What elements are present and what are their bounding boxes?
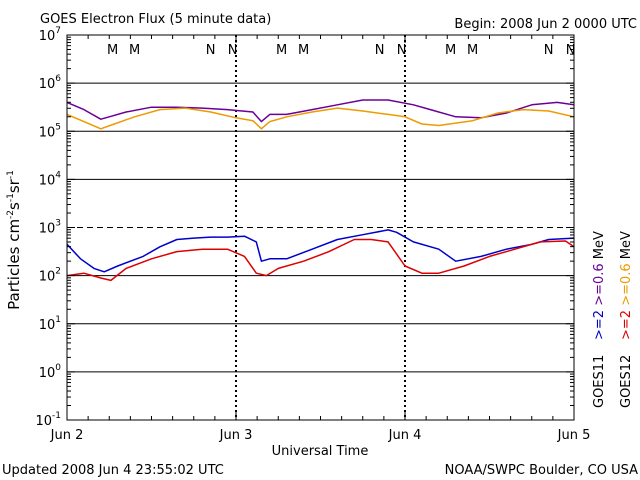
- marker-n: N: [228, 43, 238, 58]
- marker-n: N: [397, 43, 407, 58]
- marker-m: M: [467, 43, 478, 58]
- marker-n: N: [375, 43, 385, 58]
- y-axis: 107 106 105 104 103 102 101 100 10-1: [35, 26, 574, 429]
- legend-goes11: GOES11: [592, 355, 607, 408]
- marker-m: M: [445, 43, 456, 58]
- marker-m: M: [298, 43, 309, 58]
- updated-timestamp: Updated 2008 Jun 4 23:55:02 UTC: [2, 463, 224, 478]
- data-source: NOAA/SWPC Boulder, CO USA: [445, 463, 638, 478]
- x-tick-label: Jun 3: [219, 428, 253, 443]
- y-tick-label: 10-1: [35, 411, 61, 429]
- legend-goes12: GOES12: [619, 355, 634, 408]
- legend-goes11-channels: >=2 >=0.6 MeV: [592, 231, 607, 340]
- series-line-goes12-2-mev: [66, 238, 575, 282]
- series-group: [66, 99, 575, 282]
- grid: [67, 82, 574, 373]
- legend-goes12-channels: >=2 >=0.6 MeV: [619, 231, 634, 340]
- y-tick-label: 104: [39, 170, 62, 188]
- legend-goes11-sat: GOES11: [592, 355, 607, 408]
- marker-m: M: [107, 43, 118, 58]
- x-tick-label: Jun 5: [557, 428, 591, 443]
- x-tick-label: Jun 4: [388, 428, 422, 443]
- marker-n: N: [206, 43, 216, 58]
- series-line-goes11-2-mev: [66, 229, 575, 273]
- x-axis: Jun 2 Jun 3 Jun 4 Jun 5: [50, 35, 591, 443]
- legend-goes12-sat: GOES12: [619, 355, 634, 408]
- y-tick-label: 106: [39, 74, 62, 92]
- y-axis-label: Particles cm-2s-1sr-1: [5, 170, 23, 310]
- begin-date: Begin: 2008 Jun 2 0000 UTC: [454, 17, 637, 32]
- marker-n: N: [566, 43, 576, 58]
- marker-n: N: [544, 43, 554, 58]
- series-line-goes12-0-6-mev: [66, 107, 575, 130]
- y-tick-label: 100: [39, 363, 62, 381]
- y-tick-label: 107: [39, 26, 61, 44]
- y-tick-label: 101: [39, 315, 61, 333]
- y-tick-label: 105: [39, 122, 61, 140]
- legend: GOES11 >=2 >=0.6 MeV GOES12 >=2 >=0.6 Me…: [592, 231, 634, 408]
- marker-m: M: [129, 43, 140, 58]
- y-tick-label: 103: [39, 219, 61, 237]
- chart-title: GOES Electron Flux (5 minute data): [40, 12, 271, 27]
- day-dividers: [235, 35, 406, 420]
- x-tick-label: Jun 2: [50, 428, 84, 443]
- marker-m: M: [276, 43, 287, 58]
- x-axis-label: Universal Time: [272, 444, 369, 459]
- y-tick-label: 102: [39, 267, 61, 285]
